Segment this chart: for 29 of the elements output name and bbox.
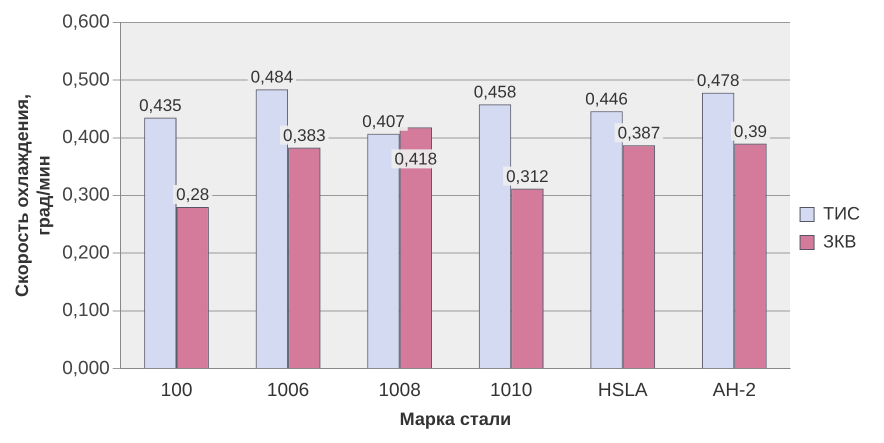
- y-axis-title: Скорость охлаждения, град/мин: [12, 94, 54, 298]
- x-tick-label: HSLA: [598, 380, 648, 402]
- data-label: 0,39: [734, 122, 768, 141]
- y-tick-label: 0,500: [62, 69, 110, 90]
- x-tick-label: 100: [160, 380, 192, 402]
- data-label: 0,407: [362, 112, 405, 131]
- legend-label: ТИС: [823, 203, 860, 224]
- y-tick-label: 0,100: [62, 300, 110, 322]
- data-label: 0,387: [618, 123, 660, 142]
- y-tick-label: 0,000: [62, 358, 110, 379]
- x-tick-label: 1010: [490, 380, 532, 402]
- legend-label: ЗКВ: [823, 231, 856, 252]
- y-tick-label: 0,400: [62, 127, 110, 148]
- x-tick-label: 1006: [266, 380, 310, 402]
- x-tick-label: АН-2: [712, 380, 756, 402]
- data-label: 0,446: [585, 89, 628, 108]
- y-tick-label: 0,300: [62, 184, 110, 206]
- y-tick-label: 0,200: [62, 242, 110, 264]
- data-label: 0,28: [176, 185, 210, 204]
- data-label: 0,312: [506, 166, 549, 186]
- x-axis-title: Марка стали: [400, 409, 512, 430]
- data-label: 0,435: [139, 96, 182, 115]
- x-tick-label: 1008: [378, 380, 421, 402]
- data-label: 0,478: [696, 70, 740, 90]
- data-label: 0,458: [474, 82, 516, 102]
- data-label: 0,383: [282, 126, 326, 145]
- y-tick-label: 0,600: [62, 12, 110, 33]
- data-label: 0,418: [394, 150, 438, 169]
- data-label: 0,484: [250, 68, 294, 87]
